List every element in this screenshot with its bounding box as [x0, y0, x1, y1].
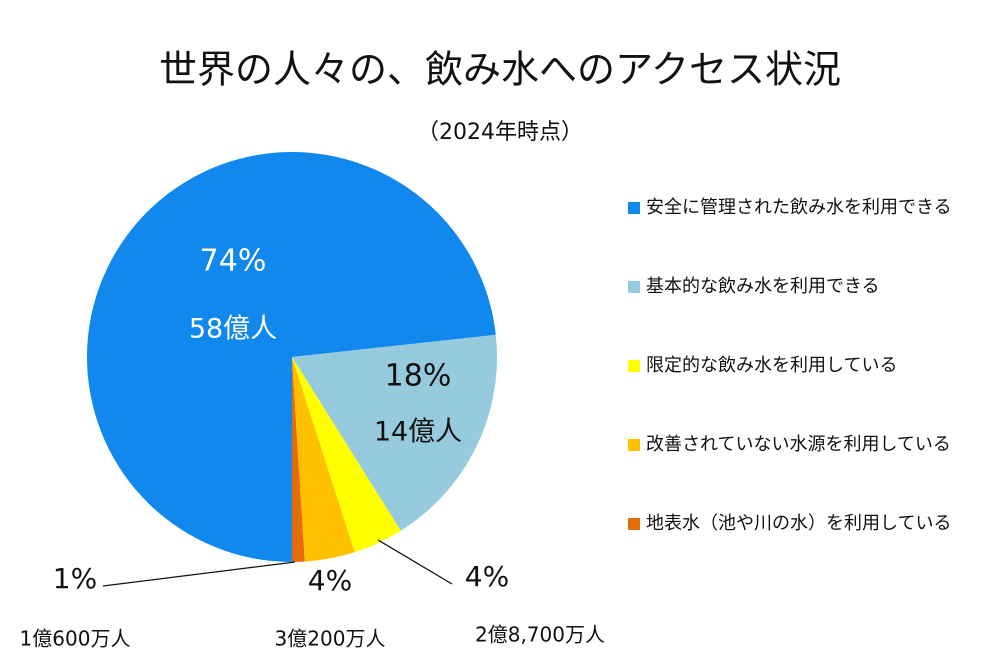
pie-slice [87, 152, 496, 562]
people-label: 3億200万人 [275, 627, 386, 651]
legend-label: 限定的な飲み水を利用している [646, 355, 897, 376]
legend-swatch [628, 518, 640, 530]
people-label: 2億8,700万人 [475, 623, 605, 647]
pie-slice [292, 357, 355, 562]
value-label: 74% [200, 244, 267, 279]
value-label: 1% [53, 562, 97, 595]
value-label: 4% [465, 560, 509, 593]
people-label: 1億600万人 [20, 627, 131, 651]
pie-slice [292, 357, 305, 562]
pie-slice [292, 357, 401, 553]
labels: 74% 58億人 18% 14億人 4% 2億8,700万人 4% 3億200万人 1% 1億60… [20, 197, 952, 651]
leader-line [102, 561, 296, 587]
legend-swatch [628, 281, 640, 293]
leader-line [377, 539, 453, 585]
legend-swatch [628, 439, 640, 451]
legend-label: 安全に管理された飲み水を利用できる [646, 197, 952, 218]
legend-swatch [628, 202, 640, 214]
value-label: 18% [385, 359, 452, 394]
legend-swatch [628, 360, 640, 372]
legend-label: 基本的な飲み水を利用できる [646, 276, 880, 297]
people-label: 14億人 [374, 417, 462, 448]
legend-label: 改善されていない水源を利用している [646, 434, 951, 455]
people-label: 58億人 [189, 314, 277, 345]
pie-slice [292, 334, 498, 531]
chart-title: 世界の人々の、飲み水へのアクセス状況 [159, 48, 841, 92]
value-label: 4% [308, 564, 352, 597]
chart-subtitle: （2024年時点） [417, 120, 583, 145]
legend-label: 地表水（池や川の水）を利用している [646, 513, 951, 534]
